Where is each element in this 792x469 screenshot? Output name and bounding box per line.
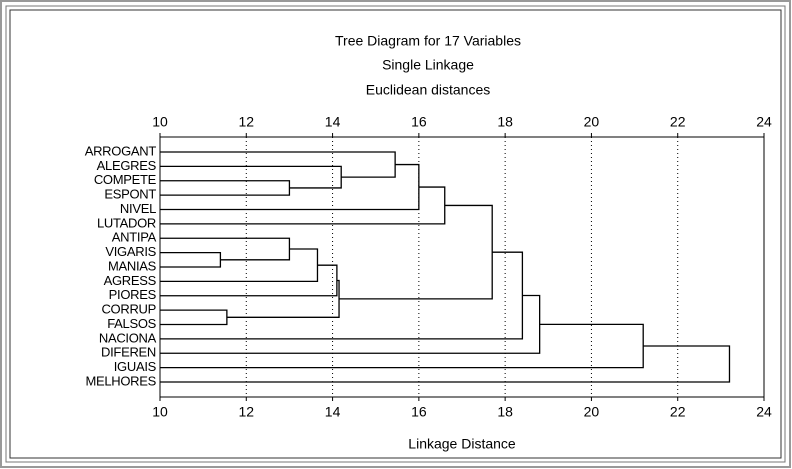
x-tick-label: 12	[238, 404, 254, 420]
leaf-label: DIFEREN	[101, 345, 156, 360]
x-tick-label: 14	[325, 114, 341, 130]
leaf-label: NACIONA	[99, 330, 157, 345]
chart-subtitle: Euclidean distances	[366, 82, 491, 98]
dendrogram-link	[160, 345, 731, 383]
x-tick-label: 22	[670, 114, 686, 130]
dendrogram-link	[160, 248, 319, 283]
x-tick-label: 20	[584, 404, 600, 420]
leaf-label: CORRUP	[101, 302, 156, 317]
leaf-label: MELHORES	[85, 373, 156, 388]
chart-border	[9, 9, 782, 459]
x-tick-label: 12	[238, 114, 254, 130]
x-axis-label: Linkage Distance	[408, 436, 516, 452]
x-tick-label: 18	[497, 114, 513, 130]
leaf-label: ANTIPA	[112, 230, 157, 245]
x-tick-label: 18	[497, 404, 513, 420]
leaf-label: AGRESS	[104, 273, 157, 288]
dendrogram-link	[160, 163, 420, 211]
dendrogram-link	[160, 294, 541, 354]
x-tick-label: 10	[152, 114, 168, 130]
x-tick-label: 22	[670, 404, 686, 420]
leaf-label: LUTADOR	[97, 215, 156, 230]
chart-frame	[5, 5, 786, 463]
chart-title: Tree Diagram for 17 Variables	[335, 33, 521, 49]
leaf-label: COMPETE	[94, 172, 157, 187]
leaf-label: IGUAIS	[114, 359, 157, 374]
leaf-label: FALSOS	[107, 316, 156, 331]
x-tick-label: 10	[152, 404, 168, 420]
leaf-label: ARROGANT	[85, 143, 157, 158]
x-tick-label: 16	[411, 404, 427, 420]
x-tick-label: 24	[756, 404, 772, 420]
leaf-label: VIGARIS	[105, 244, 156, 259]
leaf-label: ALEGRES	[97, 158, 157, 173]
leaf-label: PIORES	[109, 287, 157, 302]
leaf-label: NIVEL	[120, 201, 156, 216]
leaf-label: ESPONT	[104, 187, 156, 202]
chart-subtitle: Single Linkage	[382, 57, 474, 73]
x-tick-label: 24	[756, 114, 772, 130]
x-tick-label: 16	[411, 114, 427, 130]
x-tick-label: 14	[325, 404, 341, 420]
dendrogram-link	[160, 309, 228, 326]
x-tick-label: 20	[584, 114, 600, 130]
leaf-label: MANIAS	[108, 258, 157, 273]
